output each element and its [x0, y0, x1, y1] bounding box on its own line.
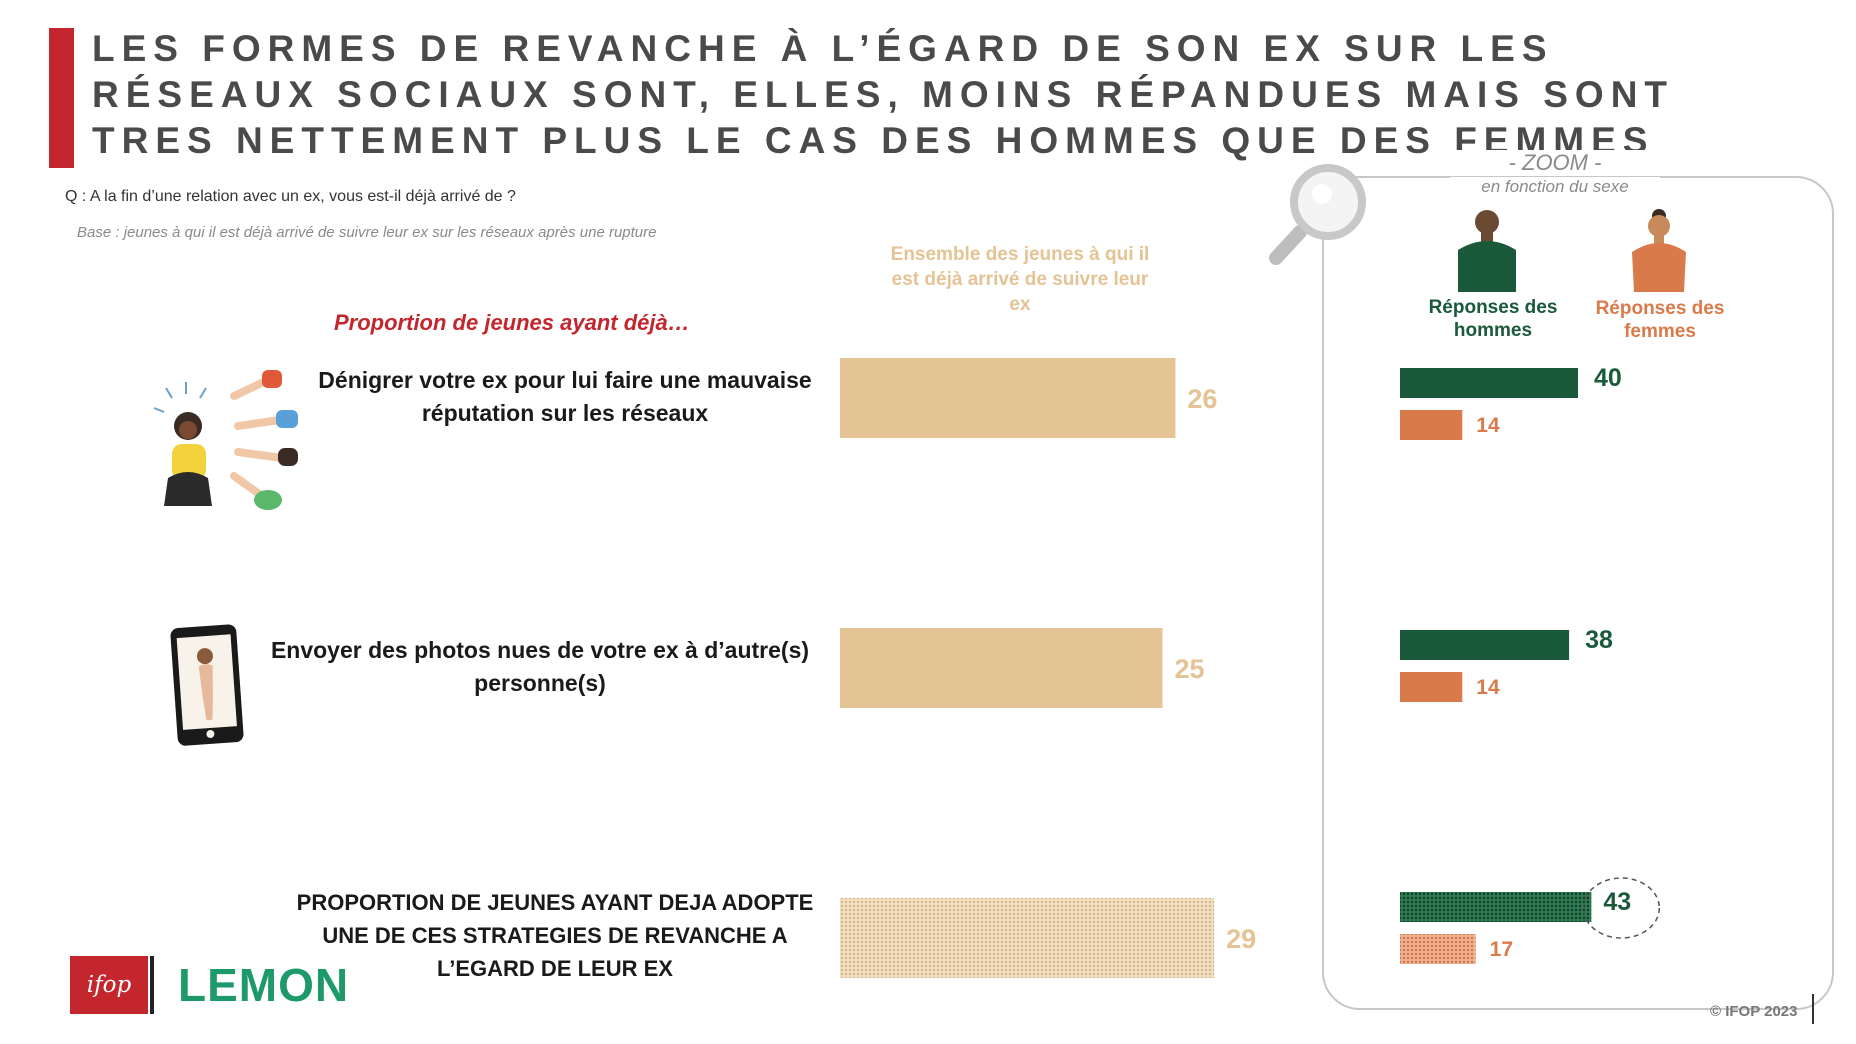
item-label-denigrer: Dénigrer votre ex pour lui faire une mau… — [318, 367, 812, 426]
gender-bar-chart: 40 38 43 14 14 17 — [1400, 364, 1661, 964]
item-label-summary: PROPORTION DE JEUNES AYANT DEJA ADOPTE U… — [296, 890, 814, 981]
men-bar — [1400, 630, 1570, 660]
women-value-label: 14 — [1476, 414, 1500, 437]
overall-value-label: 26 — [1187, 384, 1217, 414]
magnifier-icon — [1269, 164, 1366, 265]
men-bar — [1400, 892, 1592, 922]
proportion-heading: Proportion de jeunes ayant déjà… — [334, 310, 690, 335]
women-responses-label: Réponses des femmes — [1595, 298, 1725, 342]
zoom-subtitle: en fonction du sexe — [1450, 177, 1660, 197]
overall-bar — [840, 358, 1176, 438]
overall-bar — [840, 898, 1215, 978]
men-value-label: 38 — [1585, 626, 1613, 654]
footer-divider — [1812, 994, 1814, 1024]
copyright: © IFOP 2023 — [1710, 1003, 1798, 1020]
zoom-title: - ZOOM - — [1450, 150, 1660, 176]
man-icon — [1458, 210, 1516, 292]
women-value-label: 14 — [1476, 676, 1500, 699]
question-text: Q : A la fin d’une relation avec un ex, … — [65, 188, 516, 205]
ifop-logo: ifop — [70, 956, 148, 1014]
overall-value-label: 25 — [1175, 654, 1205, 684]
women-bar — [1400, 672, 1463, 702]
woman-icon — [1632, 209, 1686, 292]
lemon-logo: LEMON — [178, 959, 350, 1011]
highlight-circle — [1582, 877, 1661, 939]
overall-series-heading: Ensemble des jeunes à qui il est déjà ar… — [890, 244, 1150, 315]
logo-divider — [150, 956, 154, 1014]
overall-bar — [840, 628, 1163, 708]
overall-value-label: 29 — [1226, 924, 1256, 954]
men-value-label: 40 — [1594, 364, 1622, 392]
smartphone-photo-illustration — [170, 624, 244, 746]
women-value-label: 17 — [1490, 938, 1513, 961]
women-bar — [1400, 934, 1476, 964]
men-bar — [1400, 368, 1578, 398]
page-title: LES FORMES DE REVANCHE À L’ÉGARD DE SON … — [92, 28, 1675, 161]
title-accent-bar — [49, 28, 74, 168]
men-value-label: 43 — [1603, 888, 1631, 916]
overall-bar-chart: 26 25 29 — [840, 358, 1256, 978]
item-label-photos: Envoyer des photos nues de votre ex à d’… — [270, 637, 810, 696]
pointing-hands-illustration — [153, 370, 298, 510]
men-responses-label: Réponses des hommes — [1428, 297, 1558, 341]
women-bar — [1400, 410, 1463, 440]
base-note: Base : jeunes à qui il est déjà arrivé d… — [77, 224, 657, 241]
